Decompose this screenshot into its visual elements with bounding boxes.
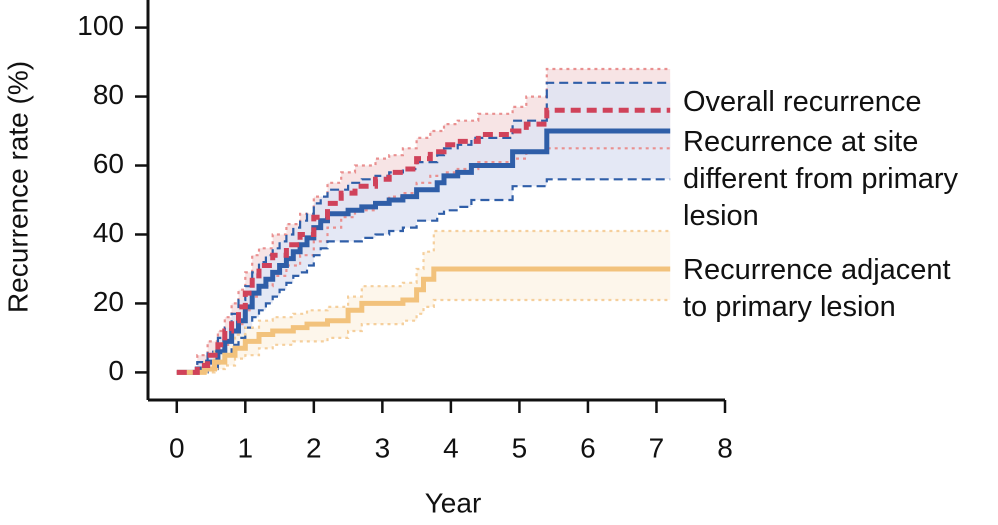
ci-upper xyxy=(176,81,671,374)
ci-upper xyxy=(176,229,671,374)
x-tick-label: 5 xyxy=(512,432,528,463)
series-label: Overall recurrence xyxy=(683,86,922,118)
ci-lower xyxy=(176,298,671,374)
y-tick-label: 100 xyxy=(77,10,124,41)
x-tick-label: 1 xyxy=(238,432,254,463)
x-tick-label: 2 xyxy=(306,432,322,463)
x-tick-label: 4 xyxy=(443,432,459,463)
survival-line xyxy=(176,128,671,375)
ci-band xyxy=(176,231,671,373)
x-axis-label: Year xyxy=(425,487,482,518)
x-tick-label: 6 xyxy=(580,432,596,463)
x-tick-label: 7 xyxy=(649,432,665,463)
y-tick-label: 60 xyxy=(93,148,124,179)
y-tick-label: 40 xyxy=(93,217,124,248)
y-tick-label: 20 xyxy=(93,286,124,317)
x-tick-label: 3 xyxy=(375,432,391,463)
ci-band xyxy=(176,82,671,373)
x-tick-label: 8 xyxy=(717,432,733,463)
ci-lower xyxy=(176,178,671,374)
survival-line xyxy=(176,266,671,375)
y-tick-label: 80 xyxy=(93,79,124,110)
y-tick-label: 0 xyxy=(108,355,124,386)
series-label: Recurrence at site different from primar… xyxy=(683,126,959,232)
x-tick-label: 0 xyxy=(169,432,185,463)
y-axis-label: Recurrence rate (%) xyxy=(2,61,33,313)
survival-line xyxy=(176,107,671,375)
series-label: Recurrence adjacent to primary lesion xyxy=(683,254,951,323)
